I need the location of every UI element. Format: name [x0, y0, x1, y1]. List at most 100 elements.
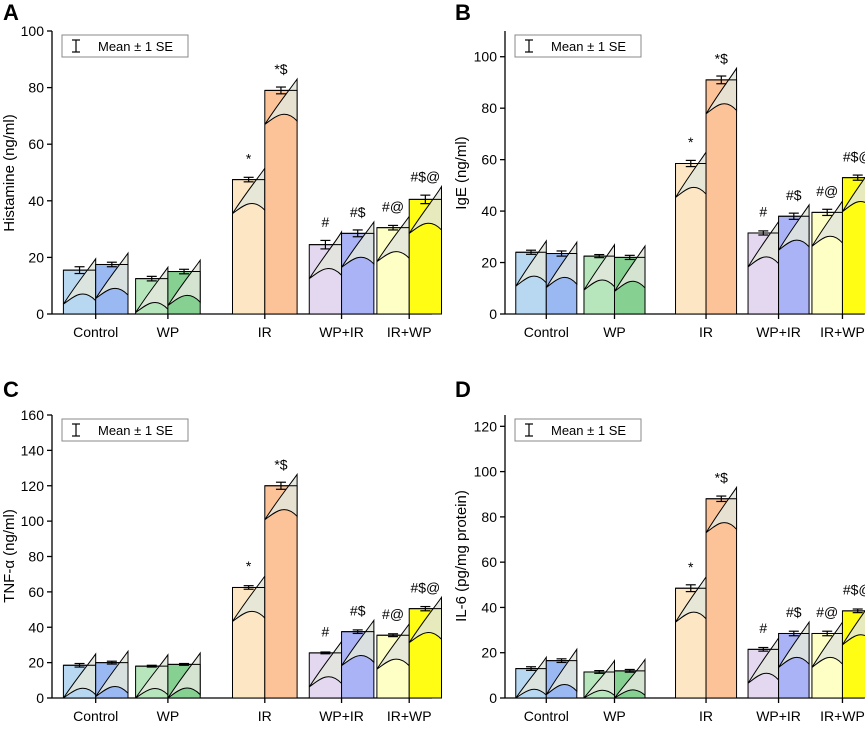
significance-label: *$ [715, 50, 728, 66]
legend-box [61, 418, 189, 442]
x-tick-label: WP [157, 324, 180, 340]
significance-label: #$@ [410, 169, 440, 185]
x-tick-label: IR+WP [387, 324, 432, 340]
legend-label: Mean ± 1 SE [98, 423, 173, 438]
significance-label: #$ [350, 204, 366, 220]
panel-label: B [455, 0, 471, 25]
significance-label: #$ [350, 602, 366, 618]
significance-label: #@ [816, 604, 838, 620]
y-tick-label: 20 [481, 255, 497, 271]
y-tick-label: 20 [481, 645, 497, 661]
y-tick-label: 100 [474, 464, 498, 480]
x-tick-label: IR [258, 708, 272, 724]
y-axis-label: Histamine (ng/ml) [1, 114, 18, 232]
significance-label: # [759, 204, 767, 220]
density-curve [842, 610, 865, 646]
x-tick-label: WP [603, 708, 626, 724]
x-tick-label: WP+IR [319, 708, 364, 724]
significance-label: * [246, 150, 252, 166]
x-tick-label: WP [157, 708, 180, 724]
y-tick-label: 40 [481, 203, 497, 219]
y-tick-label: 140 [21, 442, 45, 458]
x-tick-label: Control [73, 324, 118, 340]
y-tick-label: 20 [28, 655, 44, 671]
significance-label: *$ [274, 61, 287, 77]
legend-box [514, 418, 642, 442]
legend-label: Mean ± 1 SE [551, 423, 626, 438]
y-tick-label: 120 [21, 478, 45, 494]
y-tick-label: 80 [28, 80, 44, 96]
panel-b: B IgE (ng/ml) 0 20 40 60 80 100 Mean ± 1 SE Contr… [453, 0, 865, 340]
x-tick-label: Control [73, 708, 118, 724]
significance-label: * [246, 558, 252, 574]
y-tick-label: 60 [28, 136, 44, 152]
bar [705, 79, 738, 315]
legend-label: Mean ± 1 SE [551, 39, 626, 54]
x-tick-label: WP [603, 324, 626, 340]
significance-label: * [688, 134, 694, 150]
y-tick-label: 0 [36, 690, 44, 706]
density-curve [408, 184, 442, 234]
significance-label: # [759, 620, 767, 636]
y-tick-label: 60 [481, 152, 497, 168]
panel-c: C TNF-α (ng/ml) 0 20 40 60 80 100 120 140 160 Mean … [1, 377, 443, 724]
significance-label: #$ [786, 604, 802, 620]
bar [264, 89, 298, 315]
x-tick-label: IR+WP [820, 324, 865, 340]
y-tick-label: 20 [28, 249, 44, 265]
x-tick-label: IR [258, 324, 272, 340]
panel-d: D IL-6 (pg/mg protein) 0 20 40 60 80 100 120 Mean… [453, 377, 865, 724]
y-tick-label: 40 [481, 599, 497, 615]
x-tick-label: Control [524, 708, 569, 724]
y-tick-label: 80 [481, 100, 497, 116]
x-tick-label: WP+IR [756, 708, 801, 724]
panel-label: A [3, 0, 19, 25]
bar [264, 485, 298, 699]
y-tick-label: 0 [36, 306, 44, 322]
significance-label: #$@ [843, 148, 865, 164]
legend-box [514, 34, 642, 58]
y-tick-label: 0 [489, 306, 497, 322]
y-tick-label: 40 [28, 193, 44, 209]
x-tick-label: IR [699, 708, 713, 724]
y-tick-label: 120 [474, 418, 498, 434]
panel-label: D [455, 377, 471, 402]
x-tick-label: IR+WP [387, 708, 432, 724]
x-tick-label: IR [699, 324, 713, 340]
y-tick-label: 80 [28, 549, 44, 565]
significance-label: # [322, 214, 330, 230]
significance-label: #$@ [843, 582, 865, 598]
y-tick-label: 100 [474, 49, 498, 65]
significance-label: #@ [382, 198, 404, 214]
y-tick-label: 0 [489, 690, 497, 706]
significance-label: #@ [382, 606, 404, 622]
density-curve [614, 657, 646, 699]
significance-label: # [322, 624, 330, 640]
significance-label: * [688, 559, 694, 575]
y-tick-label: 100 [21, 23, 45, 39]
x-tick-label: Control [524, 324, 569, 340]
legend-label: Mean ± 1 SE [98, 39, 173, 54]
y-tick-label: 80 [481, 509, 497, 525]
y-tick-label: 100 [21, 513, 45, 529]
significance-label: #$ [786, 187, 802, 203]
panel-label: C [3, 377, 19, 402]
y-tick-label: 60 [28, 584, 44, 600]
panel-a: A Histamine (ng/ml) 0 20 40 60 80 100 Mean ± 1 S… [1, 0, 443, 340]
x-tick-label: WP+IR [319, 324, 364, 340]
x-tick-label: IR+WP [820, 708, 865, 724]
x-tick-label: WP+IR [756, 324, 801, 340]
y-axis-label: IgE (ng/ml) [453, 136, 470, 209]
density-curve [842, 176, 865, 213]
legend-box [61, 34, 189, 58]
y-tick-label: 160 [21, 407, 45, 423]
significance-label: *$ [715, 469, 728, 485]
significance-label: *$ [274, 456, 287, 472]
y-axis-label: IL-6 (pg/mg protein) [453, 490, 470, 622]
y-axis-label: TNF-α (ng/ml) [1, 509, 18, 603]
significance-label: #@ [816, 183, 838, 199]
y-tick-label: 40 [28, 619, 44, 635]
significance-label: #$@ [410, 579, 440, 595]
y-tick-label: 60 [481, 554, 497, 570]
